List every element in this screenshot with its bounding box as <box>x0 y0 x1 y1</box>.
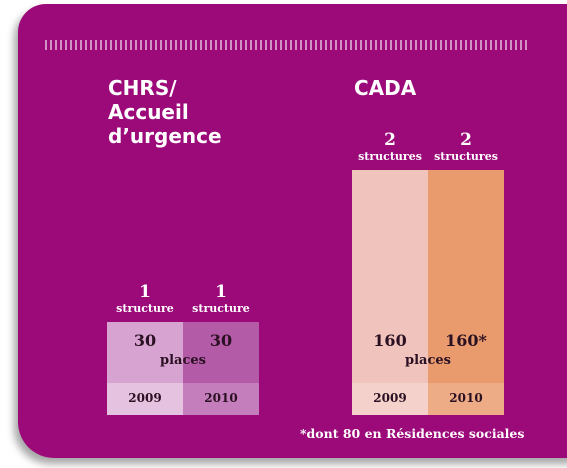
structure-count: 2 <box>384 130 396 150</box>
column-bar <box>183 322 259 383</box>
places-label: places <box>405 353 451 368</box>
footnote: *dont 80 en Résidences sociales <box>300 426 525 441</box>
places-number: 30 <box>133 331 157 350</box>
group-title-line: CHRS/ <box>108 76 177 100</box>
structure-count: 2 <box>460 130 472 150</box>
year: 2010 <box>204 391 238 405</box>
structure-unit: structure <box>116 302 174 315</box>
year: 2009 <box>373 391 407 405</box>
places-number: 30 <box>209 331 233 350</box>
column-bar <box>107 322 183 383</box>
year-band <box>183 383 259 415</box>
year: 2010 <box>449 391 483 405</box>
places-number: 160* <box>445 331 487 350</box>
structure-count: 1 <box>139 282 151 302</box>
structure-unit: structures <box>358 150 422 163</box>
group-title-line: CADA <box>354 76 417 100</box>
group-title-line: d’urgence <box>108 124 222 148</box>
column-bar <box>352 170 428 383</box>
year-band <box>352 383 428 415</box>
places-label: places <box>160 353 206 368</box>
year-band <box>107 383 183 415</box>
structure-unit: structures <box>434 150 498 163</box>
year-band <box>428 383 504 415</box>
dotted-rule <box>45 40 530 50</box>
year: 2009 <box>128 391 162 405</box>
structure-unit: structure <box>192 302 250 315</box>
column-bar <box>428 170 504 383</box>
places-number: 160 <box>373 331 407 350</box>
group-title-line: Accueil <box>108 100 189 124</box>
structure-count: 1 <box>215 282 227 302</box>
